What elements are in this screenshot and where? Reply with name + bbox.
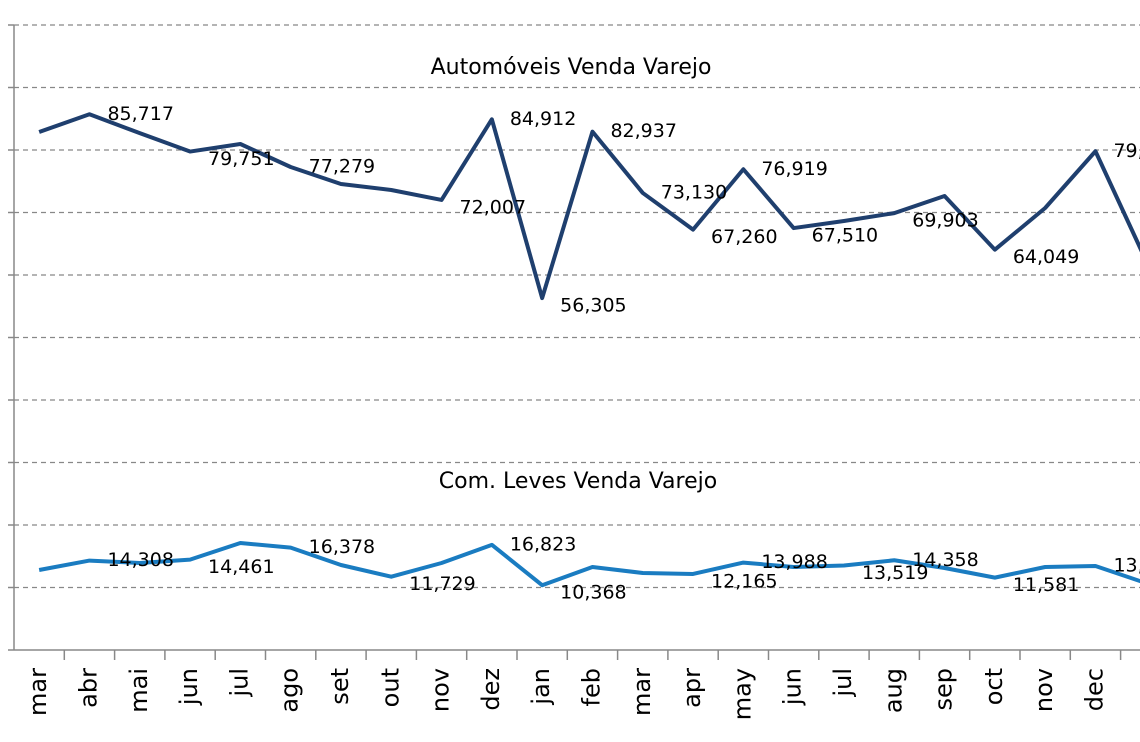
data-label: 16,378: [309, 536, 375, 558]
data-label: 56,305: [560, 295, 626, 317]
data-label: 72,007: [460, 196, 526, 218]
x-tick-label: mar: [628, 668, 656, 716]
x-tick-label: jun: [779, 668, 807, 706]
series-line: [38, 112, 1140, 301]
data-label: 14,461: [208, 556, 274, 578]
x-tick-label: aug: [879, 668, 907, 713]
data-label: 13,519: [862, 562, 928, 584]
series-title: Automóveis Venda Varejo: [431, 55, 712, 80]
x-tick-label: nov: [427, 668, 455, 712]
x-tick-label: dez: [477, 668, 505, 711]
data-label: 84,912: [510, 108, 576, 130]
x-tick-label: oct: [980, 668, 1008, 705]
data-label: 77,279: [309, 156, 375, 178]
data-label: 64,049: [1013, 246, 1079, 268]
data-label: 85,717: [107, 103, 173, 125]
series-title: Com. Leves Venda Varejo: [439, 469, 717, 494]
data-label: 73,130: [661, 181, 727, 203]
data-label: 69,903: [912, 210, 978, 232]
series-line: [38, 541, 1140, 588]
data-label: 12,165: [711, 570, 777, 592]
data-label: 10,368: [560, 582, 626, 604]
data-label: 14,358: [912, 549, 978, 571]
x-tick-label: may: [728, 668, 756, 720]
data-label: 79,751: [208, 148, 274, 170]
x-tick-label: jul: [225, 668, 253, 698]
x-tick-label: mar: [24, 668, 52, 716]
data-label: 14,308: [107, 549, 173, 571]
x-tick-label: sep: [930, 668, 958, 711]
x-tick-label: dec: [1080, 668, 1108, 711]
x-tick-label: jun: [175, 668, 203, 706]
x-tick-label: out: [376, 668, 404, 707]
data-label: 16,823: [510, 533, 576, 555]
x-tick-label: nov: [1030, 668, 1058, 712]
x-tick-label: jan: [527, 668, 555, 706]
x-tick-label: apr: [678, 668, 706, 708]
data-label: 11,729: [409, 573, 475, 595]
data-label: 76,919: [761, 158, 827, 180]
x-tick-label: ago: [276, 668, 304, 713]
data-label: 79,8: [1113, 140, 1140, 162]
x-tick-label: set: [326, 668, 354, 705]
data-label: 11,581: [1013, 574, 1079, 596]
x-tick-label: abr: [74, 668, 102, 708]
data-label: 67,510: [812, 225, 878, 247]
x-tick-label: mai: [125, 668, 153, 713]
x-tick-label: feb: [577, 668, 605, 706]
data-label: 13,988: [761, 551, 827, 573]
x-tick-label: jul: [829, 668, 857, 698]
data-label: 13,: [1113, 555, 1140, 577]
data-label: 67,260: [711, 226, 777, 248]
data-label: 82,937: [610, 120, 676, 142]
